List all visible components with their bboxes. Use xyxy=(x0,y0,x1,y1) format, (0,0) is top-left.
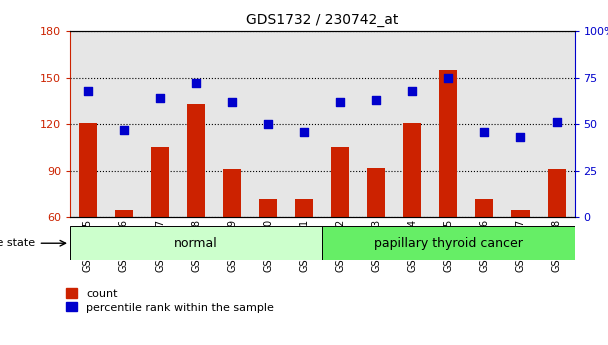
Bar xyxy=(70,31,106,217)
Bar xyxy=(187,104,205,217)
Point xyxy=(227,99,237,105)
Bar xyxy=(502,31,539,217)
Bar xyxy=(395,31,430,217)
Bar xyxy=(511,209,530,217)
Point xyxy=(480,129,489,135)
Bar xyxy=(403,123,421,217)
Bar xyxy=(178,31,214,217)
Point xyxy=(443,75,453,80)
Bar xyxy=(322,31,358,217)
Bar xyxy=(250,31,286,217)
Bar xyxy=(322,226,575,260)
Point xyxy=(299,129,309,135)
Point xyxy=(551,120,561,125)
Point xyxy=(371,97,381,103)
Bar xyxy=(331,148,349,217)
Bar xyxy=(223,169,241,217)
Bar xyxy=(70,226,322,260)
Legend: count, percentile rank within the sample: count, percentile rank within the sample xyxy=(66,288,274,313)
Bar xyxy=(367,168,385,217)
Point xyxy=(336,99,345,105)
Point xyxy=(263,121,273,127)
Title: GDS1732 / 230742_at: GDS1732 / 230742_at xyxy=(246,13,398,27)
Bar xyxy=(440,70,457,217)
Point xyxy=(155,95,165,101)
Bar xyxy=(539,31,575,217)
Point xyxy=(119,127,129,132)
Bar xyxy=(259,199,277,217)
Bar xyxy=(106,31,142,217)
Point xyxy=(516,135,525,140)
Bar xyxy=(286,31,322,217)
Bar xyxy=(295,199,313,217)
Point xyxy=(191,80,201,86)
Text: normal: normal xyxy=(174,237,218,250)
Bar xyxy=(475,199,494,217)
Bar xyxy=(430,31,466,217)
Bar xyxy=(358,31,395,217)
Bar xyxy=(151,148,169,217)
Point xyxy=(83,88,93,93)
Bar xyxy=(115,209,133,217)
Bar xyxy=(214,31,250,217)
Bar xyxy=(79,123,97,217)
Text: papillary thyroid cancer: papillary thyroid cancer xyxy=(374,237,523,250)
Bar xyxy=(466,31,502,217)
Point xyxy=(407,88,417,93)
Bar xyxy=(548,169,565,217)
Bar xyxy=(142,31,178,217)
Text: disease state: disease state xyxy=(0,238,35,248)
